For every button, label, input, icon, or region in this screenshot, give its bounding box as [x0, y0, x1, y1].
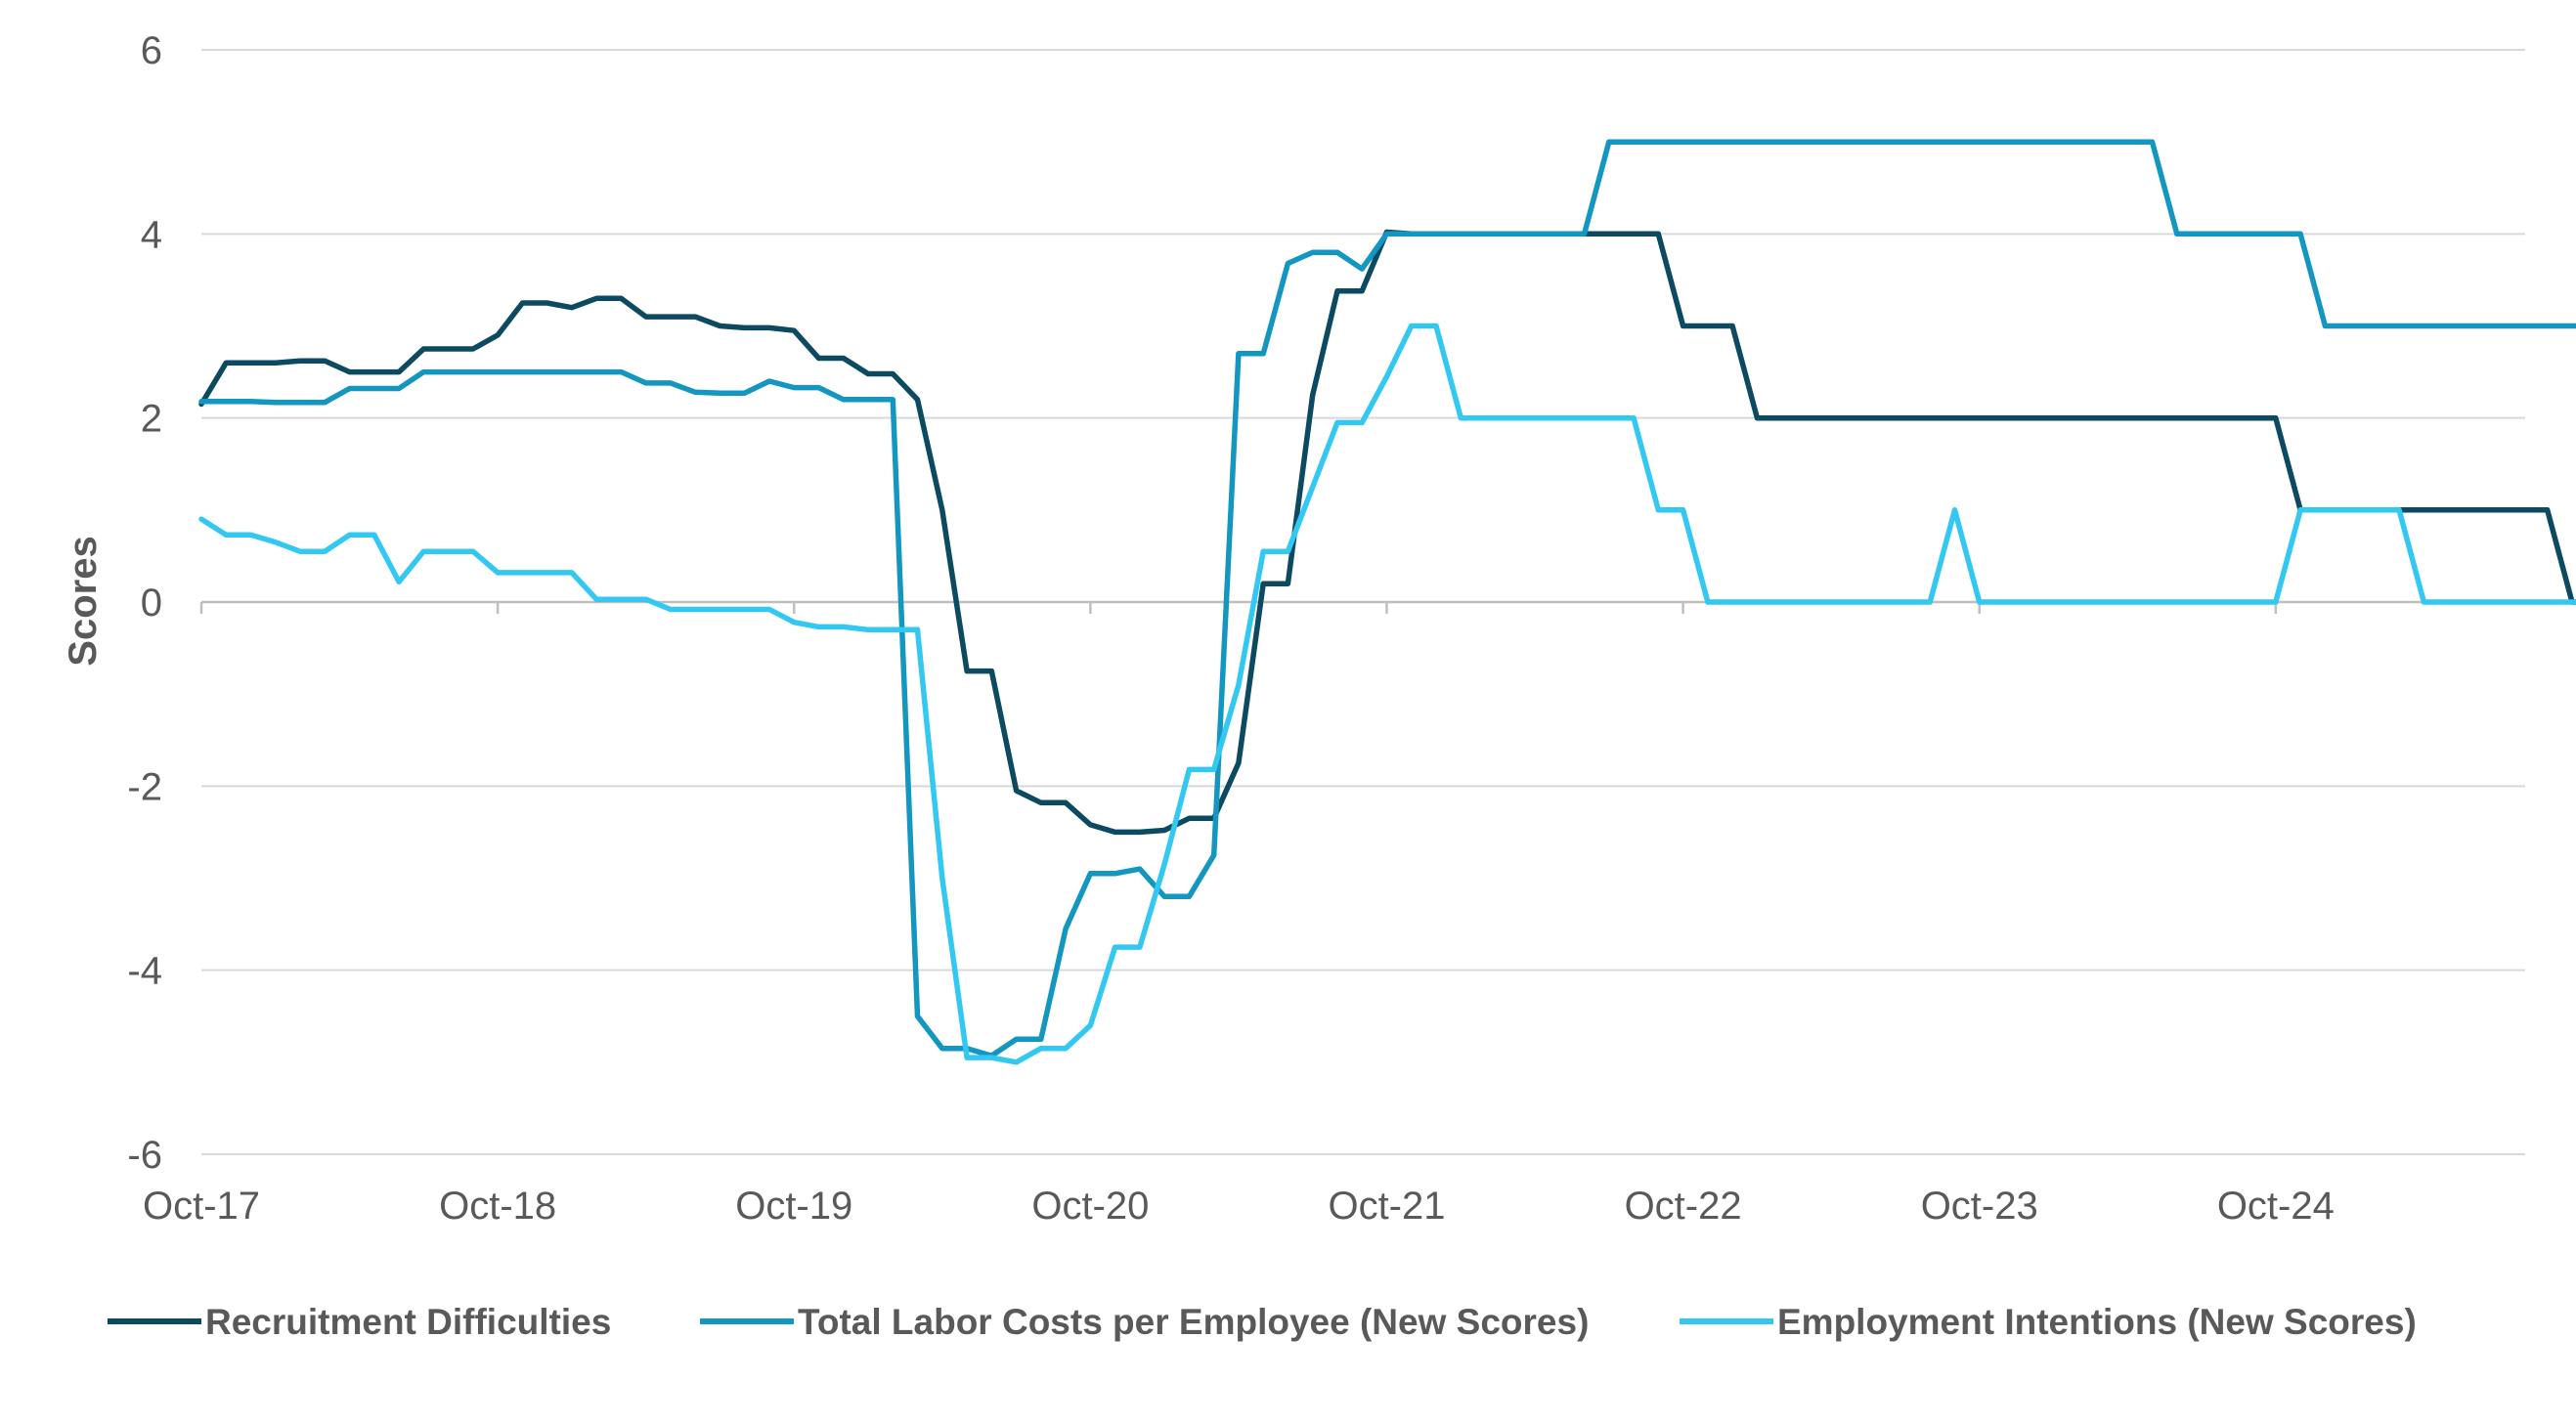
series-line-3	[198, 323, 2576, 1065]
x-tick-label: Oct-17	[143, 1185, 260, 1228]
y-tick-label: 2	[141, 398, 162, 441]
x-tick-label: Oct-20	[1031, 1185, 1149, 1228]
y-tick-label: 6	[141, 29, 162, 72]
x-tick-label: Oct-18	[439, 1185, 556, 1228]
y-tick-label: -2	[127, 765, 162, 808]
y-tick-label: 4	[141, 213, 162, 256]
legend-label: Employment Intentions (New Scores)	[1777, 1302, 2417, 1342]
series-line-1	[198, 229, 2576, 836]
y-tick-label: -6	[127, 1134, 162, 1177]
gridlines	[201, 49, 2525, 1155]
y-tick-label: 0	[141, 582, 162, 625]
x-tick-label: Oct-23	[1921, 1185, 2038, 1228]
y-tick-label: -4	[127, 950, 162, 993]
legend-label: Total Labor Costs per Employee (New Scor…	[798, 1302, 1589, 1342]
x-tick-label: Oct-21	[1328, 1185, 1445, 1228]
y-axis-title: Scores	[62, 536, 105, 666]
series-line-2	[198, 139, 2576, 1058]
legend-label: Recruitment Difficulties	[205, 1302, 611, 1342]
x-tick-label: Oct-19	[735, 1185, 852, 1228]
x-tick-label: Oct-22	[1625, 1185, 1742, 1228]
series-lines	[198, 139, 2576, 1065]
legend: Recruitment Difficulties Total Labor Cost…	[108, 1302, 2417, 1342]
tick-labels: -6 -4 -2 0 2 4 6 Oct-17 Oct-18 Oct-19 Oct-20 Oct-21…	[127, 29, 2334, 1228]
x-tick-label: Oct-24	[2217, 1185, 2335, 1228]
